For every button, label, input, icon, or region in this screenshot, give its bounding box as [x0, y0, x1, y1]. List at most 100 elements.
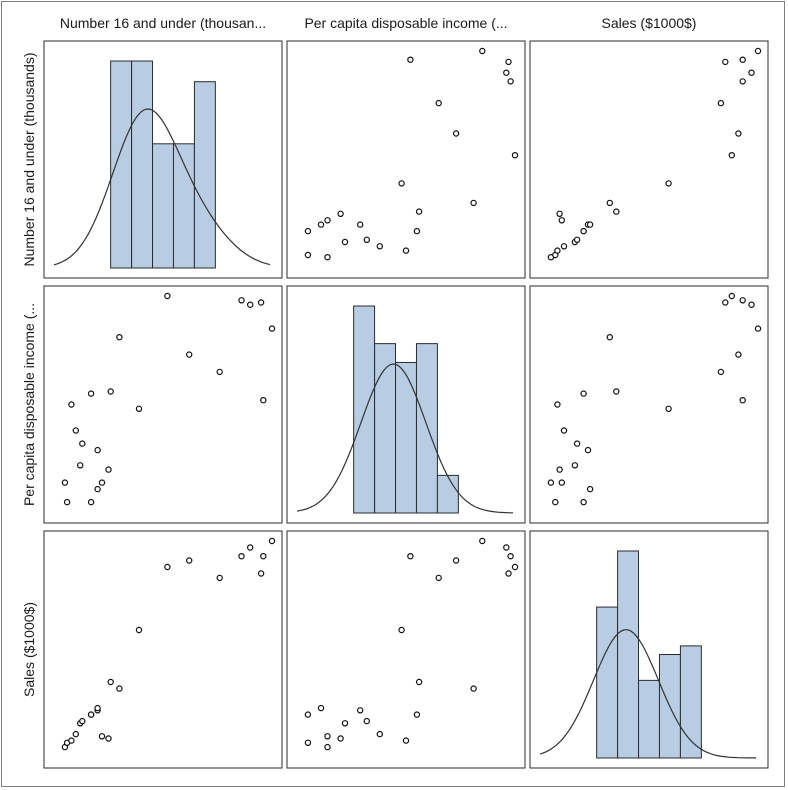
hist-bar-0-0 [110, 60, 133, 269]
point-2-1-19 [503, 544, 510, 551]
point-1-0-22 [268, 325, 276, 332]
point-1-0-1 [63, 498, 71, 506]
point-2-1-8 [357, 707, 364, 714]
point-1-2-5 [573, 440, 581, 447]
point-2-0-10 [98, 733, 106, 740]
point-1-0-21 [260, 397, 267, 404]
point-2-0-14 [135, 626, 143, 634]
point-2-1-5 [363, 717, 370, 725]
point-0-2-16 [735, 130, 742, 137]
point-0-1-5 [363, 236, 370, 243]
point-1-0-2 [68, 401, 75, 408]
point-2-1-15 [511, 563, 519, 571]
point-0-1-18 [507, 78, 514, 85]
point-0-1-13 [470, 199, 477, 207]
hist-bar-1-3 [415, 343, 438, 514]
point-1-0-9 [94, 485, 101, 493]
point-0-2-12 [613, 208, 620, 215]
point-0-2-20 [722, 58, 729, 66]
point-1-0-0 [61, 479, 69, 486]
point-1-0-10 [98, 479, 106, 486]
point-0-2-22 [754, 47, 762, 55]
density-curve-0 [53, 108, 271, 266]
point-1-2-2 [554, 401, 561, 408]
point-1-0-18 [238, 297, 245, 304]
point-2-0-20 [257, 570, 265, 577]
point-0-1-10 [324, 217, 331, 224]
panel-2-1 [286, 530, 526, 769]
point-0-1-21 [407, 56, 414, 63]
point-0-2-18 [739, 78, 746, 85]
point-0-2-15 [728, 151, 736, 159]
hist-bar-1-2 [395, 361, 417, 514]
point-2-0-17 [216, 574, 223, 582]
point-1-0-20 [257, 299, 265, 306]
point-1-2-12 [613, 388, 620, 395]
column-label-0: Number 16 and under (thousan... [60, 15, 266, 31]
point-1-0-17 [216, 368, 223, 376]
point-2-0-13 [116, 685, 123, 692]
point-1-2-9 [586, 485, 594, 493]
point-2-1-3 [376, 730, 383, 738]
point-0-1-22 [479, 47, 486, 55]
point-0-1-0 [324, 253, 331, 261]
point-0-2-9 [586, 221, 594, 228]
point-1-0-19 [246, 301, 254, 308]
panel-1-0 [43, 285, 283, 524]
point-2-0-11 [105, 735, 112, 742]
point-1-2-18 [739, 297, 746, 304]
point-0-2-5 [573, 236, 581, 243]
point-1-0-14 [135, 405, 143, 412]
point-2-0-3 [72, 730, 80, 738]
point-2-1-20 [505, 570, 512, 577]
point-0-2-14 [665, 180, 672, 187]
point-1-2-20 [722, 299, 729, 306]
point-0-2-3 [560, 243, 568, 250]
point-0-1-12 [415, 208, 423, 215]
point-2-1-11 [337, 735, 344, 742]
point-1-0-12 [107, 388, 114, 395]
point-1-0-5 [79, 440, 86, 447]
point-1-0-15 [164, 292, 171, 300]
panel-1-2 [529, 285, 769, 524]
point-1-2-3 [560, 427, 568, 434]
point-2-1-9 [317, 704, 325, 712]
hist-bar-1-0 [353, 305, 376, 514]
point-0-1-3 [376, 243, 383, 250]
point-2-1-12 [415, 678, 423, 686]
point-1-0-3 [72, 427, 80, 434]
point-0-2-10 [558, 217, 566, 224]
point-1-0-7 [87, 498, 95, 506]
point-1-2-21 [739, 397, 746, 404]
point-1-2-8 [584, 446, 592, 454]
point-2-1-16 [452, 557, 460, 564]
point-2-1-1 [304, 739, 312, 747]
point-2-1-6 [413, 711, 421, 718]
column-label-1: Per capita disposable income (... [304, 15, 507, 31]
point-2-0-18 [238, 553, 245, 560]
point-0-1-8 [357, 221, 364, 228]
point-0-1-17 [435, 99, 442, 107]
point-0-2-11 [556, 210, 563, 217]
panel-2-0 [43, 530, 283, 769]
point-2-1-17 [435, 574, 442, 582]
point-0-2-2 [554, 247, 561, 254]
point-2-0-22 [268, 537, 276, 545]
point-2-0-5 [79, 717, 86, 725]
point-2-0-16 [185, 557, 193, 564]
point-1-2-13 [606, 334, 614, 341]
point-0-1-6 [413, 227, 421, 235]
point-2-1-21 [407, 553, 414, 560]
hist-bar-2-4 [679, 645, 702, 759]
point-1-2-22 [754, 325, 762, 332]
point-1-2-14 [665, 405, 672, 412]
point-1-2-11 [556, 466, 563, 473]
point-2-0-9 [94, 704, 101, 712]
hist-bar-0-1 [131, 60, 154, 269]
density-curve-2 [539, 629, 757, 759]
point-1-0-11 [105, 466, 112, 473]
point-1-2-4 [571, 462, 579, 469]
point-0-2-21 [739, 56, 746, 63]
